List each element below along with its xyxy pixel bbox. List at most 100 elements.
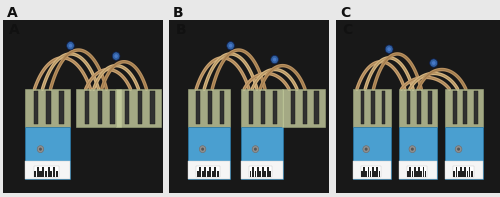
Bar [188, 127, 230, 179]
Circle shape [200, 146, 206, 153]
Circle shape [273, 58, 276, 61]
FancyBboxPatch shape [188, 89, 230, 127]
Bar [412, 171, 414, 177]
Bar [264, 171, 266, 177]
Bar [240, 127, 283, 179]
Bar [196, 171, 198, 177]
Bar [24, 127, 70, 179]
Bar [399, 161, 437, 179]
Bar [460, 167, 462, 177]
Circle shape [229, 44, 232, 48]
Bar [85, 91, 89, 124]
Bar [42, 167, 44, 177]
Circle shape [114, 54, 118, 58]
Bar [46, 91, 51, 124]
Text: A: A [6, 6, 18, 20]
Bar [212, 171, 214, 177]
FancyBboxPatch shape [399, 89, 437, 127]
Bar [34, 166, 58, 177]
Circle shape [411, 148, 414, 151]
Bar [125, 91, 130, 124]
FancyBboxPatch shape [116, 89, 162, 127]
Bar [422, 167, 424, 177]
Bar [371, 91, 375, 124]
Bar [249, 166, 272, 177]
FancyBboxPatch shape [24, 89, 70, 127]
Bar [220, 91, 224, 124]
Bar [382, 91, 386, 124]
Circle shape [66, 42, 74, 50]
Bar [458, 171, 460, 177]
Bar [474, 91, 478, 124]
Bar [40, 171, 42, 177]
Circle shape [271, 55, 278, 64]
Bar [48, 167, 50, 177]
Bar [399, 127, 437, 179]
Bar [406, 166, 428, 177]
Bar [37, 167, 39, 177]
Bar [370, 171, 372, 177]
Bar [257, 167, 259, 177]
Bar [418, 167, 420, 177]
Circle shape [363, 146, 370, 153]
Bar [428, 91, 432, 124]
Bar [270, 171, 272, 177]
Bar [249, 91, 254, 124]
Text: B: B [173, 6, 184, 20]
Bar [374, 171, 376, 177]
Text: C: C [340, 6, 350, 20]
Bar [464, 167, 466, 177]
Bar [376, 167, 378, 177]
Circle shape [388, 47, 391, 51]
Bar [208, 91, 212, 124]
Bar [353, 161, 391, 179]
Circle shape [456, 146, 462, 153]
Bar [250, 171, 252, 177]
Bar [24, 161, 70, 179]
Bar [110, 91, 115, 124]
Bar [56, 171, 58, 177]
Bar [420, 171, 422, 177]
Bar [462, 171, 464, 177]
Bar [34, 91, 38, 124]
Bar [214, 167, 216, 177]
Bar [260, 171, 262, 177]
Bar [454, 171, 455, 177]
Bar [378, 171, 380, 177]
Bar [267, 167, 269, 177]
Bar [199, 167, 201, 177]
Bar [53, 167, 55, 177]
Bar [372, 167, 374, 177]
Bar [240, 161, 283, 179]
Bar [360, 91, 364, 124]
Bar [206, 171, 208, 177]
Bar [138, 91, 142, 124]
Bar [50, 171, 52, 177]
Bar [456, 167, 458, 177]
Bar [290, 91, 295, 124]
Bar [453, 91, 456, 124]
Circle shape [385, 45, 393, 53]
Bar [446, 161, 483, 179]
Circle shape [112, 52, 120, 60]
FancyBboxPatch shape [282, 89, 325, 127]
Bar [273, 91, 277, 124]
Circle shape [364, 148, 368, 151]
Bar [453, 166, 473, 177]
Bar [361, 171, 362, 177]
Bar [196, 91, 200, 124]
Circle shape [409, 146, 416, 153]
Circle shape [39, 148, 42, 151]
FancyBboxPatch shape [76, 89, 122, 127]
Bar [466, 171, 468, 177]
Bar [98, 91, 102, 124]
Bar [302, 91, 307, 124]
Bar [406, 91, 410, 124]
Bar [366, 171, 367, 177]
Bar [254, 171, 256, 177]
Bar [446, 127, 483, 179]
Bar [262, 167, 264, 177]
Circle shape [252, 146, 258, 153]
FancyBboxPatch shape [353, 89, 391, 127]
Bar [464, 91, 467, 124]
